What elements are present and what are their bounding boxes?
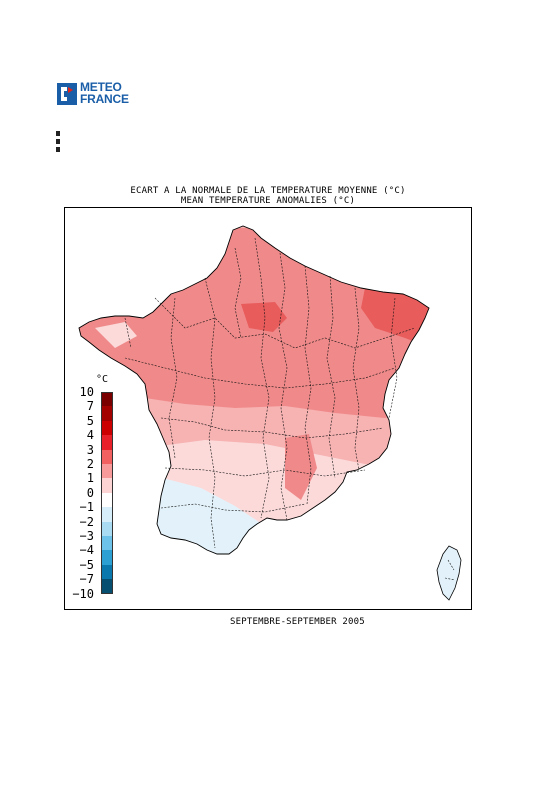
legend-color-box bbox=[101, 449, 113, 464]
color-legend: °C 10 7 5 4 3 2 1 0 −1 −2 −3 −4 −5 −7 −10 bbox=[66, 372, 126, 602]
france-outline bbox=[78, 225, 430, 555]
margin-mark bbox=[56, 147, 60, 152]
legend-color-box bbox=[101, 550, 113, 565]
legend-tick-label: 10 bbox=[79, 385, 94, 399]
margin-marks bbox=[56, 131, 61, 156]
legend-color-box bbox=[101, 464, 113, 479]
logo-line1: METEO bbox=[80, 80, 122, 94]
legend-tick-label: 0 bbox=[86, 485, 94, 500]
margin-mark bbox=[56, 131, 60, 136]
legend-color-box bbox=[101, 492, 113, 508]
legend-color-box bbox=[101, 392, 113, 407]
legend-color-box bbox=[101, 564, 113, 580]
legend-tick-label: 3 bbox=[86, 442, 94, 457]
corsica-borders bbox=[444, 559, 456, 581]
legend-tick-label: −4 bbox=[79, 543, 94, 558]
legend-tick-label: 2 bbox=[86, 457, 94, 471]
logo-line2: FRANCE bbox=[80, 92, 129, 106]
legend-color-box bbox=[101, 521, 113, 536]
department-borders bbox=[124, 237, 416, 549]
corsica-island bbox=[436, 545, 462, 601]
legend-tick-label: −3 bbox=[79, 529, 94, 543]
france-anomaly-map bbox=[78, 225, 462, 601]
legend-tick-label: 7 bbox=[86, 399, 94, 414]
meteo-france-logo: METEO FRANCE bbox=[56, 80, 142, 108]
map-title-fr: ECART A LA NORMALE DE LA TEMPERATURE MOY… bbox=[130, 186, 406, 196]
legend-unit: °C bbox=[96, 374, 109, 385]
legend-color-box bbox=[101, 435, 113, 450]
legend-color-box bbox=[101, 406, 113, 421]
legend-tick-label: −10 bbox=[72, 586, 94, 601]
legend-tick-label: 1 bbox=[86, 471, 94, 486]
legend-tick-label: −5 bbox=[79, 557, 94, 572]
map-frame bbox=[64, 207, 472, 610]
legend-color-box bbox=[101, 536, 113, 551]
legend-color-box bbox=[101, 507, 113, 522]
legend-color-box bbox=[101, 478, 113, 493]
legend-tick-label: −2 bbox=[79, 514, 94, 529]
legend-tick-label: 5 bbox=[86, 413, 94, 428]
map-title-en: MEAN TEMPERATURE ANOMALIES (°C) bbox=[180, 196, 356, 206]
legend-tick-label: −1 bbox=[79, 500, 94, 515]
meteo-france-logo-icon bbox=[57, 83, 77, 105]
logo-wordmark: METEO FRANCE bbox=[80, 81, 129, 105]
legend-tick-label: −7 bbox=[79, 572, 94, 587]
margin-mark bbox=[56, 139, 60, 144]
legend-tick-label: 4 bbox=[86, 428, 94, 443]
period-label: SEPTEMBRE-SEPTEMBER 2005 bbox=[230, 617, 365, 627]
legend-color-box bbox=[101, 420, 113, 436]
hot-paris-area bbox=[241, 302, 287, 332]
hot-northeast-area bbox=[361, 288, 429, 348]
mild-brittany-area bbox=[95, 322, 137, 348]
legend-color-box bbox=[101, 579, 113, 594]
